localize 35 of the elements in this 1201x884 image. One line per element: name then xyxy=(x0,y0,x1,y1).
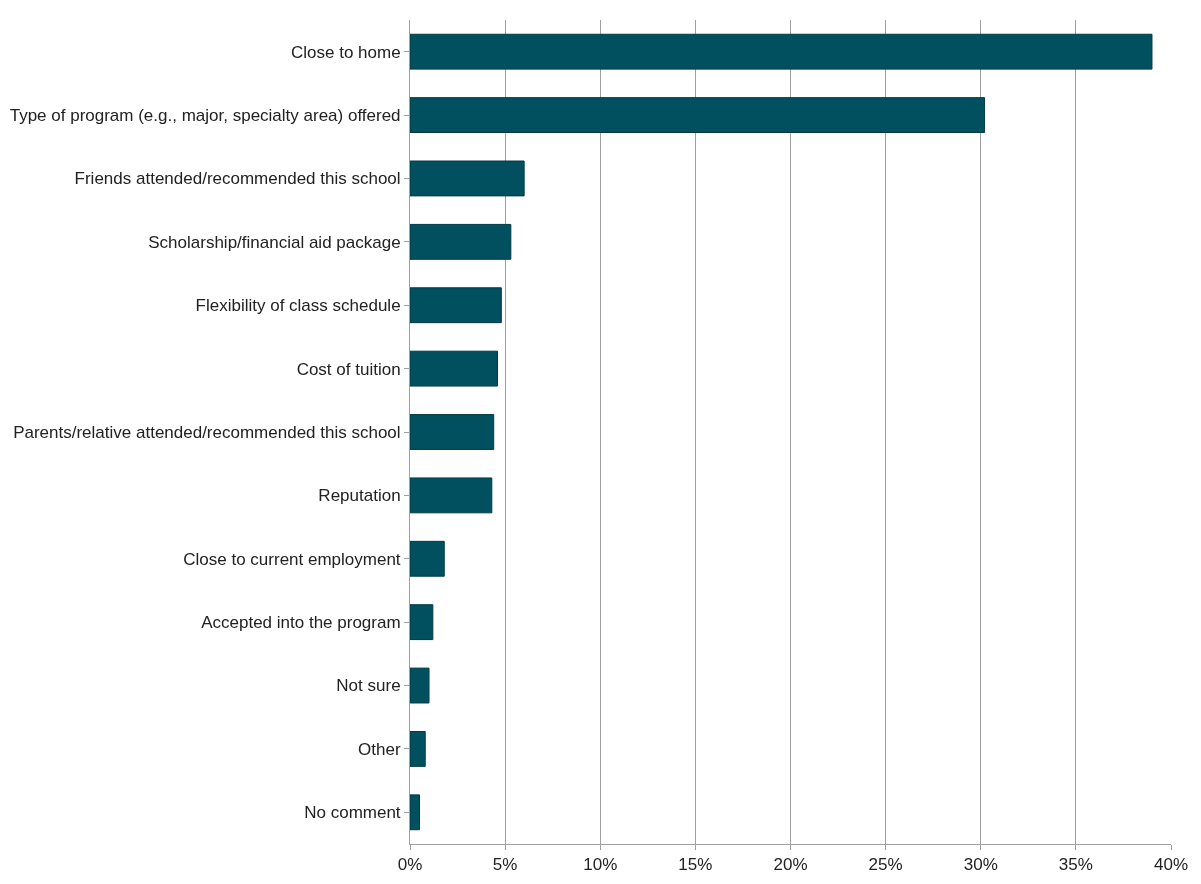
bar xyxy=(410,477,493,514)
y-tick-label: Cost of tuition xyxy=(296,359,401,379)
y-tick-label: Parents/relative attended/recommended this school xyxy=(13,422,401,442)
bar xyxy=(410,414,495,450)
y-tick-label: Reputation xyxy=(318,486,401,506)
y-tick-label: Close to current employment xyxy=(183,549,401,569)
x-tick-label: 40% xyxy=(1153,855,1189,875)
bar xyxy=(410,287,502,324)
bar xyxy=(410,350,499,387)
bar xyxy=(410,160,525,197)
y-tick-label: Other xyxy=(358,739,401,759)
x-tick-label: 0% xyxy=(397,855,423,875)
x-tick-label: 35% xyxy=(1058,855,1093,875)
y-tick-label: Close to home xyxy=(290,42,401,62)
bar xyxy=(410,730,426,767)
y-tick-label: No comment xyxy=(304,803,401,823)
bar xyxy=(410,604,434,641)
bar xyxy=(410,97,986,134)
y-tick-label: Type of program (e.g., major, specialty area) offered xyxy=(9,106,401,126)
y-tick-label: Not sure xyxy=(336,676,401,696)
bar xyxy=(410,794,421,831)
y-tick-label: Friends attended/recommended this school xyxy=(74,169,401,189)
x-tick-label: 15% xyxy=(678,855,713,875)
bar xyxy=(410,33,1153,70)
x-tick-label: 5% xyxy=(492,855,518,875)
bar xyxy=(410,667,430,704)
bar xyxy=(410,540,445,577)
x-tick-label: 30% xyxy=(963,855,998,875)
y-tick-label: Flexibility of class schedule xyxy=(195,296,401,316)
x-tick-label: 10% xyxy=(583,855,618,875)
y-tick-label: Accepted into the program xyxy=(201,613,401,633)
y-tick-label: Scholarship/financial aid package xyxy=(148,232,401,252)
x-tick-label: 25% xyxy=(868,855,903,875)
bar xyxy=(410,223,512,260)
x-tick-label: 20% xyxy=(773,855,808,875)
